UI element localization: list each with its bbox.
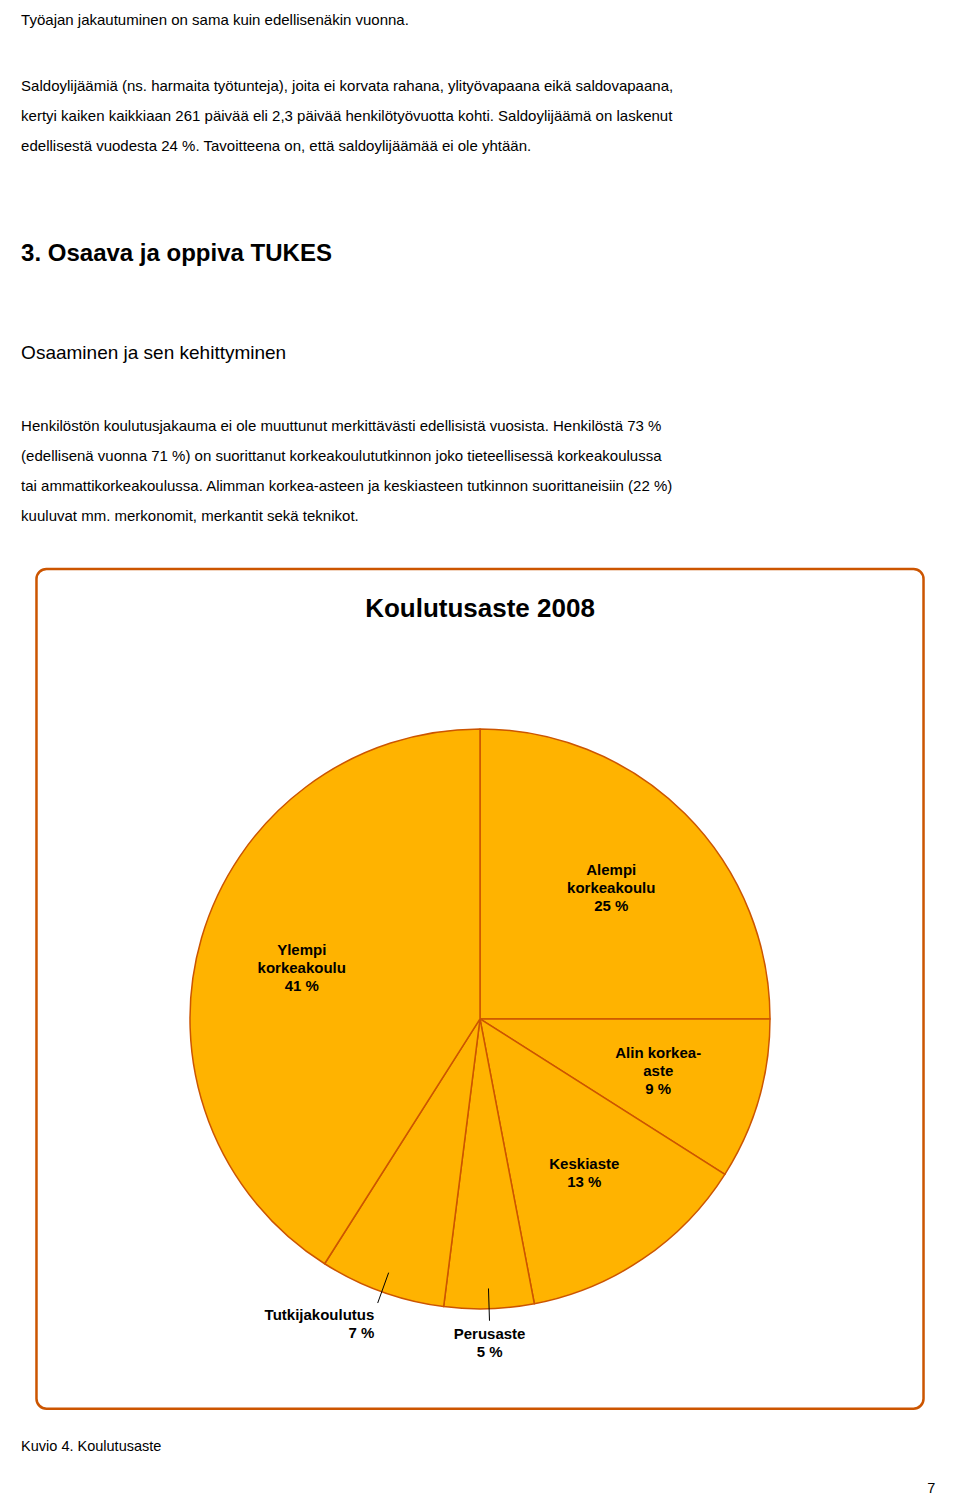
slice-category-line: Keskiaste (549, 1155, 619, 1172)
slice-category-line: korkeakoulu (258, 959, 346, 976)
slice-category-line: Ylempi (277, 941, 326, 958)
slice-category: Tutkijakoulutus (265, 1306, 375, 1323)
slice-category: Perusaste (454, 1325, 526, 1342)
data-label: 41 % (285, 977, 319, 994)
page-text: Kuvio 4. Koulutusaste (21, 1438, 161, 1454)
data-label: 7 % (348, 1324, 374, 1341)
page-text: 7 (927, 1480, 935, 1496)
slice-category-line: Alin korkea- (615, 1044, 701, 1061)
page-text: edellisestä vuodesta 24 %. Tavoitteena o… (21, 137, 531, 154)
data-label: 5 % (477, 1343, 503, 1360)
pie-slice (190, 729, 480, 1264)
page-text: kertyi kaiken kaikkiaan 261 päivää eli 2… (21, 107, 673, 124)
page-text: kuuluvat mm. merkonomit, merkantit sekä … (21, 507, 359, 524)
pie-slice (480, 729, 770, 1019)
chart-title: Koulutusaste 2008 (365, 593, 595, 623)
slice-category-line: aste (643, 1062, 673, 1079)
slice-category-line: Perusaste (454, 1325, 526, 1342)
label-leader (378, 1273, 389, 1303)
data-label: 9 % (645, 1080, 671, 1097)
page-text: Osaaminen ja sen kehittyminen (21, 342, 286, 363)
page-text: Henkilöstön koulutusjakauma ei ole muutt… (21, 417, 661, 434)
page-text: tai ammattikorkeakoulussa. Alimman korke… (21, 477, 672, 494)
slice-category-line: korkeakoulu (567, 879, 655, 896)
page-text: Työajan jakautuminen on sama kuin edelli… (21, 11, 409, 28)
slice-category-line: Tutkijakoulutus (265, 1306, 375, 1323)
slice-category: Ylempikorkeakoulu (258, 941, 346, 976)
pie-labels: Alempikorkeakoulu25 %Alin korkea-aste9 %… (258, 861, 702, 1360)
page-text: 3. Osaava ja oppiva TUKES (21, 239, 332, 266)
page-text: (edellisenä vuonna 71 %) on suorittanut … (21, 447, 662, 464)
page: Työajan jakautuminen on sama kuin edelli… (0, 0, 960, 1505)
page-text: Saldoylijäämiä (ns. harmaita työtunteja)… (21, 77, 673, 94)
slice-category: Alempikorkeakoulu (567, 861, 655, 896)
data-label: 25 % (594, 897, 628, 914)
data-label: 13 % (567, 1173, 601, 1190)
slice-category: Keskiaste (549, 1155, 619, 1172)
pie (190, 729, 770, 1309)
chart-box (36, 569, 923, 1409)
slice-category: Alin korkea-aste (615, 1044, 701, 1079)
label-leader (488, 1288, 489, 1320)
slice-category-line: Alempi (586, 861, 636, 878)
